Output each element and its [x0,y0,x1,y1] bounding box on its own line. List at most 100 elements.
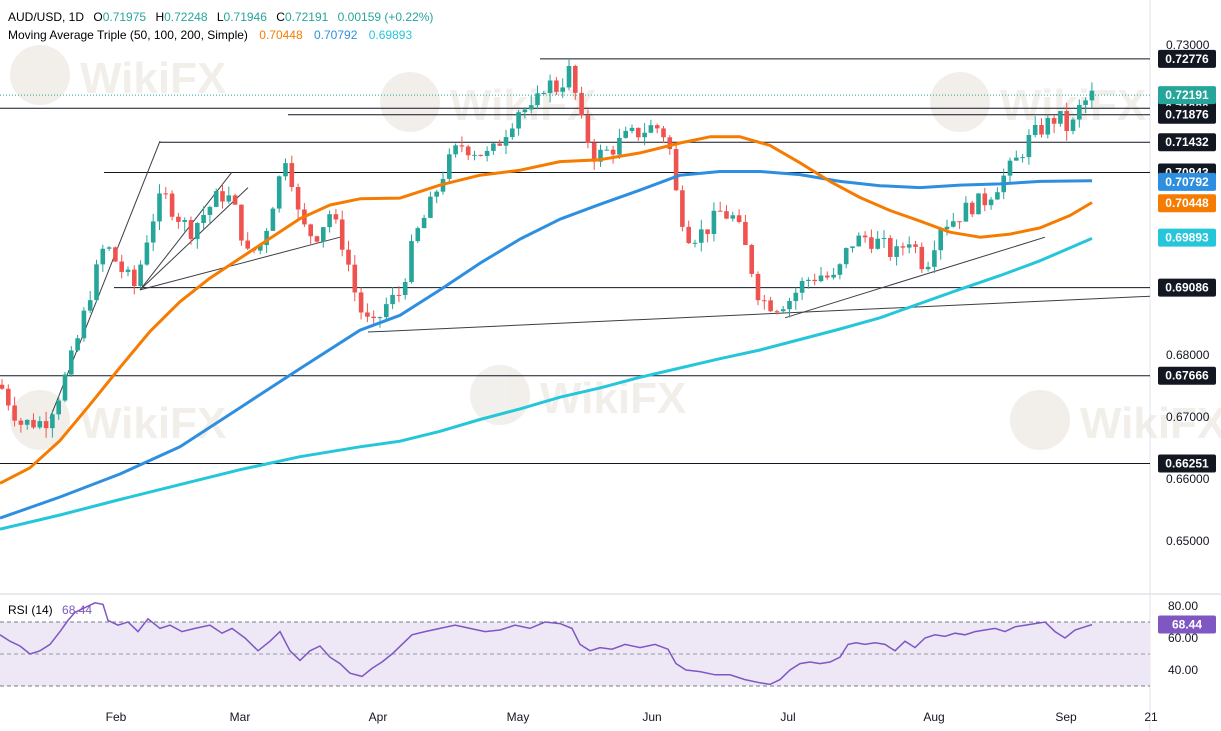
candle [604,145,610,151]
candle [188,216,194,245]
candle [106,245,112,251]
candle-body [1045,118,1051,135]
candle [157,184,162,230]
candle [276,175,282,213]
candle-body [554,80,559,92]
candle-body [862,235,868,238]
ma200-label-text: 0.69893 [1165,231,1209,245]
candle-body [1089,90,1095,101]
candle [963,196,969,222]
trendline [139,187,249,291]
ma200-label: 0.69893 [1158,228,1216,247]
level-label: 0.71876 [1158,105,1216,124]
candle-body [377,317,383,319]
candle [1051,114,1057,133]
candle-body [138,264,143,287]
candle [654,123,660,134]
rsi-line [0,602,1093,686]
candle [352,255,358,302]
close-value: 0.72191 [285,10,329,24]
level-label: 0.66251 [1158,454,1216,473]
candle [774,309,780,315]
candle-body [831,274,836,278]
candle-body [346,249,351,265]
candle [201,206,206,229]
candle-body [913,244,918,247]
candle [862,231,868,243]
candle [6,384,11,411]
candle-body [6,388,11,406]
candle [510,123,515,140]
rsi-title[interactable]: RSI (14) [8,603,53,617]
candle-body [598,149,603,162]
level-label-text: 0.69086 [1165,281,1209,295]
candle-body [856,235,862,247]
candle-body [799,280,805,293]
candle-body [195,223,200,239]
candle [957,221,962,230]
current-price-label: 0.72191 [1158,86,1216,105]
candle [636,127,641,141]
watermark: WikiFX [380,72,596,132]
candle [358,287,364,320]
candle [132,265,137,295]
candle [762,294,767,310]
candle-body [1077,104,1082,120]
candle [163,187,169,200]
ma50-value: 0.70448 [259,28,303,42]
candle-body [100,248,106,265]
candle-body [875,238,880,249]
candle [799,277,805,301]
time-tick: Mar [230,710,251,724]
candle-body [762,300,767,302]
level-label-bg [1158,133,1216,152]
candle [938,226,943,260]
candle-body [661,128,666,138]
candle-body [62,374,68,401]
candle-body [642,132,647,138]
candle [1083,97,1088,113]
ma-indicator-title[interactable]: Moving Average Triple (50, 100, 200, Sim… [8,28,248,42]
candle [295,183,301,219]
candle-body [730,215,736,219]
candle-body [699,229,704,243]
candle-body [415,228,421,242]
candle-body [869,237,874,249]
candle-body [447,154,452,179]
time-tick: Apr [369,710,388,724]
candle [768,296,773,313]
candle-body [894,246,899,257]
chart-header: AUD/USD, 1D O0.71975 H0.72248 L0.71946 C… [8,10,433,42]
candle [113,246,118,262]
candle [623,126,628,139]
rsi-tick: 40.00 [1168,663,1198,677]
candle [144,235,150,266]
ma100-label-bg [1158,172,1216,191]
candle-body [491,143,496,151]
candle [755,271,761,306]
candle-body [264,230,269,246]
symbol-label[interactable]: AUD/USD, 1D [8,10,84,24]
candle-body [50,414,55,429]
candle-body [201,214,206,224]
candle [705,229,710,243]
candle [988,197,994,210]
candle [37,416,43,430]
watermark: WikiFX [470,365,686,425]
candle [585,109,591,149]
candle-body [106,247,112,249]
candle-body [837,264,843,275]
candle [390,287,395,310]
candle-body [806,279,811,281]
candle [459,136,465,153]
candle [869,229,874,254]
candle-body [743,221,748,245]
candle [831,267,836,280]
candle-body [226,195,232,202]
time-tick: 21 [1144,710,1158,724]
candle-body [566,65,572,88]
level-label-bg [1158,366,1216,385]
candle-body [919,246,925,270]
candle [213,188,219,208]
candle [730,211,736,222]
